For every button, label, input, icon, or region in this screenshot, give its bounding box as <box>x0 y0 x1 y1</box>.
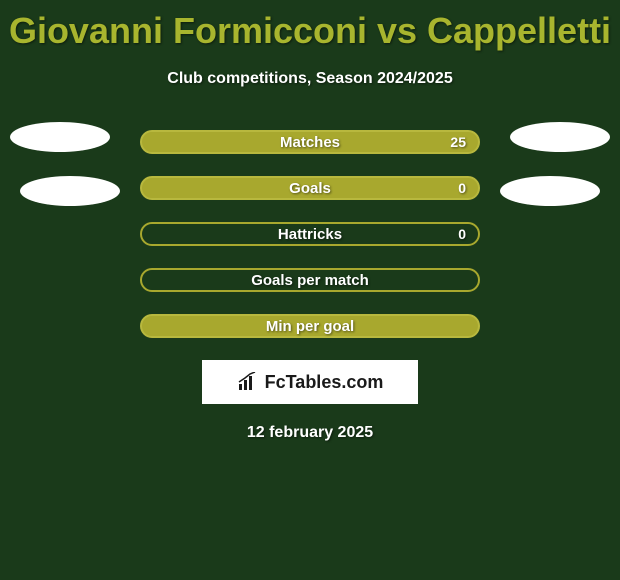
stat-value: 25 <box>450 134 466 150</box>
subtitle: Club competitions, Season 2024/2025 <box>0 70 620 88</box>
logo-label: FcTables.com <box>265 372 384 393</box>
logo-box: FcTables.com <box>202 360 418 404</box>
player-ellipse-left-1 <box>10 122 110 152</box>
stat-value: 0 <box>458 226 466 242</box>
stats-container: Matches 25 Goals 0 Hattricks 0 Goals per… <box>140 130 480 338</box>
stat-bar-min-per-goal: Min per goal <box>140 314 480 338</box>
page-title: Giovanni Formicconi vs Cappelletti <box>0 0 620 52</box>
stat-label: Min per goal <box>266 318 354 335</box>
player-ellipse-right-2 <box>500 176 600 206</box>
stat-label: Hattricks <box>278 226 342 243</box>
stat-label: Matches <box>280 134 340 151</box>
stat-bar-hattricks: Hattricks 0 <box>140 222 480 246</box>
stat-bar-goals-per-match: Goals per match <box>140 268 480 292</box>
stat-bar-goals: Goals 0 <box>140 176 480 200</box>
date-text: 12 february 2025 <box>0 424 620 442</box>
player-ellipse-right-1 <box>510 122 610 152</box>
chart-icon <box>237 372 259 392</box>
stat-value: 0 <box>458 180 466 196</box>
stat-bar-matches: Matches 25 <box>140 130 480 154</box>
stat-label: Goals <box>289 180 331 197</box>
stat-label: Goals per match <box>251 272 369 289</box>
logo-text: FcTables.com <box>237 372 384 393</box>
player-ellipse-left-2 <box>20 176 120 206</box>
